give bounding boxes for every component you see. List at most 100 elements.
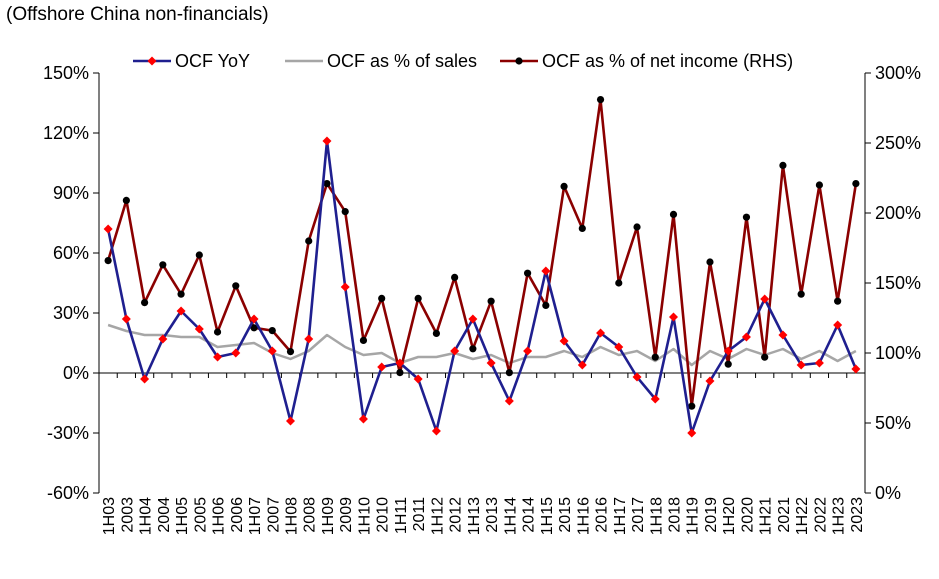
data-point-ocf-yoy [340,282,350,292]
data-point-ocf-as-of-net-income-rhs [724,360,732,368]
left-axis-tick-label: 150% [43,63,89,83]
x-axis-tick-label: 1H17 [612,497,629,535]
data-point-ocf-as-of-net-income-rhs [341,208,349,216]
x-axis-tick-label: 2014 [521,497,538,533]
series-line-ocf-as-of-net-income-rhs [106,98,858,408]
data-point-ocf-yoy [468,314,478,324]
left-axis-tick-label: 0% [63,363,89,383]
data-point-ocf-yoy [614,342,624,352]
x-axis-tick-label: 1H14 [502,497,519,535]
x-axis-tick-label: 2010 [375,497,392,533]
data-point-ocf-as-of-net-income-rhs [487,297,495,305]
data-point-ocf-yoy [103,224,113,234]
x-axis-tick-label: 1H21 [758,497,775,535]
x-axis-tick-label: 2015 [557,497,574,533]
series-line-ocf-yoy [106,139,858,435]
data-point-ocf-as-of-net-income-rhs [104,257,112,265]
data-point-ocf-yoy [395,358,405,368]
data-point-ocf-yoy [760,294,770,304]
data-point-ocf-yoy [413,374,423,384]
data-point-ocf-as-of-net-income-rhs [706,258,714,266]
data-point-ocf-as-of-net-income-rhs [505,369,513,377]
data-point-ocf-as-of-net-income-rhs [852,180,860,188]
data-point-ocf-as-of-net-income-rhs [761,353,769,361]
x-axis-tick-label: 1H16 [575,497,592,535]
data-point-ocf-yoy [486,358,496,368]
x-axis-tick-label: 1H20 [721,497,738,535]
x-axis-tick-label: 2020 [739,497,756,533]
data-point-ocf-as-of-net-income-rhs [615,279,623,287]
legend-marker-ocf-yoy [147,56,157,66]
x-axis-tick-label: 1H11 [393,497,410,534]
data-point-ocf-as-of-net-income-rhs [688,402,696,410]
left-axis-tick-label: -60% [47,483,89,503]
data-point-ocf-yoy [249,314,259,324]
data-point-ocf-yoy [176,306,186,316]
data-point-ocf-yoy [231,348,241,358]
chart-subtitle: (Offshore China non-financials) [6,4,269,25]
data-point-ocf-as-of-net-income-rhs [378,294,386,302]
data-point-ocf-as-of-net-income-rhs [122,196,130,204]
data-point-ocf-as-of-net-income-rhs [542,301,550,309]
data-point-ocf-as-of-net-income-rhs [396,369,404,377]
right-axis-tick-label: 50% [875,413,911,433]
x-axis-tick-label: 1H04 [138,497,155,535]
data-point-ocf-yoy [632,372,642,382]
legend-marker-ocf-as-of-net-income-rhs [515,57,523,65]
data-point-ocf-yoy [121,314,131,324]
data-point-ocf-yoy [541,266,551,276]
x-axis-tick-label: 2008 [302,497,319,533]
right-axis-tick-label: 250% [875,133,921,153]
data-point-ocf-yoy [687,428,697,438]
x-axis-tick-label: 1H03 [101,497,118,535]
data-point-ocf-yoy [158,334,168,344]
data-point-ocf-yoy [814,358,824,368]
data-point-ocf-as-of-net-income-rhs [250,324,258,332]
left-axis-tick-label: 60% [53,243,89,263]
right-axis-tick-label: 100% [875,343,921,363]
data-point-ocf-as-of-net-income-rhs [815,181,824,189]
data-point-ocf-as-of-net-income-rhs [469,345,477,353]
data-point-ocf-as-of-net-income-rhs [213,328,222,336]
x-axis-tick-label: 2011 [411,497,428,532]
right-axis-tick-label: 150% [875,273,921,293]
data-point-ocf-yoy [450,346,460,356]
data-point-ocf-yoy [669,312,678,322]
data-point-ocf-yoy [431,426,441,436]
data-point-ocf-as-of-net-income-rhs [669,210,678,218]
right-axis-tick-label: 200% [875,203,921,223]
data-point-ocf-yoy [650,394,660,404]
data-point-ocf-yoy [741,332,751,342]
x-axis-tick-label: 1H23 [831,497,848,535]
data-point-ocf-yoy [596,328,606,338]
x-axis-tick-label: 2003 [119,497,136,533]
data-point-ocf-as-of-net-income-rhs [560,182,568,190]
data-point-ocf-as-of-net-income-rhs [232,282,240,290]
x-axis-tick-label: 2004 [156,497,173,533]
data-point-ocf-yoy [322,136,332,146]
legend-label-ocf-as-of-sales: OCF as % of sales [327,51,477,71]
x-axis-tick-label: 1H15 [539,497,556,535]
data-point-ocf-yoy [559,336,569,346]
x-axis-tick-label: 1H18 [648,497,665,535]
x-axis-tick-label: 1H19 [685,497,702,535]
data-point-ocf-as-of-net-income-rhs [286,348,295,356]
data-point-ocf-yoy [778,330,788,340]
x-axis-tick-label: 2012 [448,497,465,533]
data-point-ocf-yoy [358,414,368,424]
data-point-ocf-as-of-net-income-rhs [323,180,331,188]
left-axis-tick-label: 30% [53,303,89,323]
data-point-ocf-as-of-net-income-rhs [742,213,751,221]
data-point-ocf-as-of-net-income-rhs [268,327,276,335]
right-axis-tick-label: 0% [875,483,901,503]
data-point-ocf-as-of-net-income-rhs [578,224,586,232]
legend-label-ocf-yoy: OCF YoY [175,51,250,71]
data-point-ocf-as-of-net-income-rhs [140,299,149,307]
data-point-ocf-yoy [213,352,223,362]
x-axis-tick-label: 1H06 [211,497,228,535]
data-point-ocf-yoy [523,346,533,356]
data-point-ocf-yoy [851,364,861,374]
x-axis-tick-label: 2007 [265,497,282,533]
data-point-ocf-yoy [504,396,514,406]
